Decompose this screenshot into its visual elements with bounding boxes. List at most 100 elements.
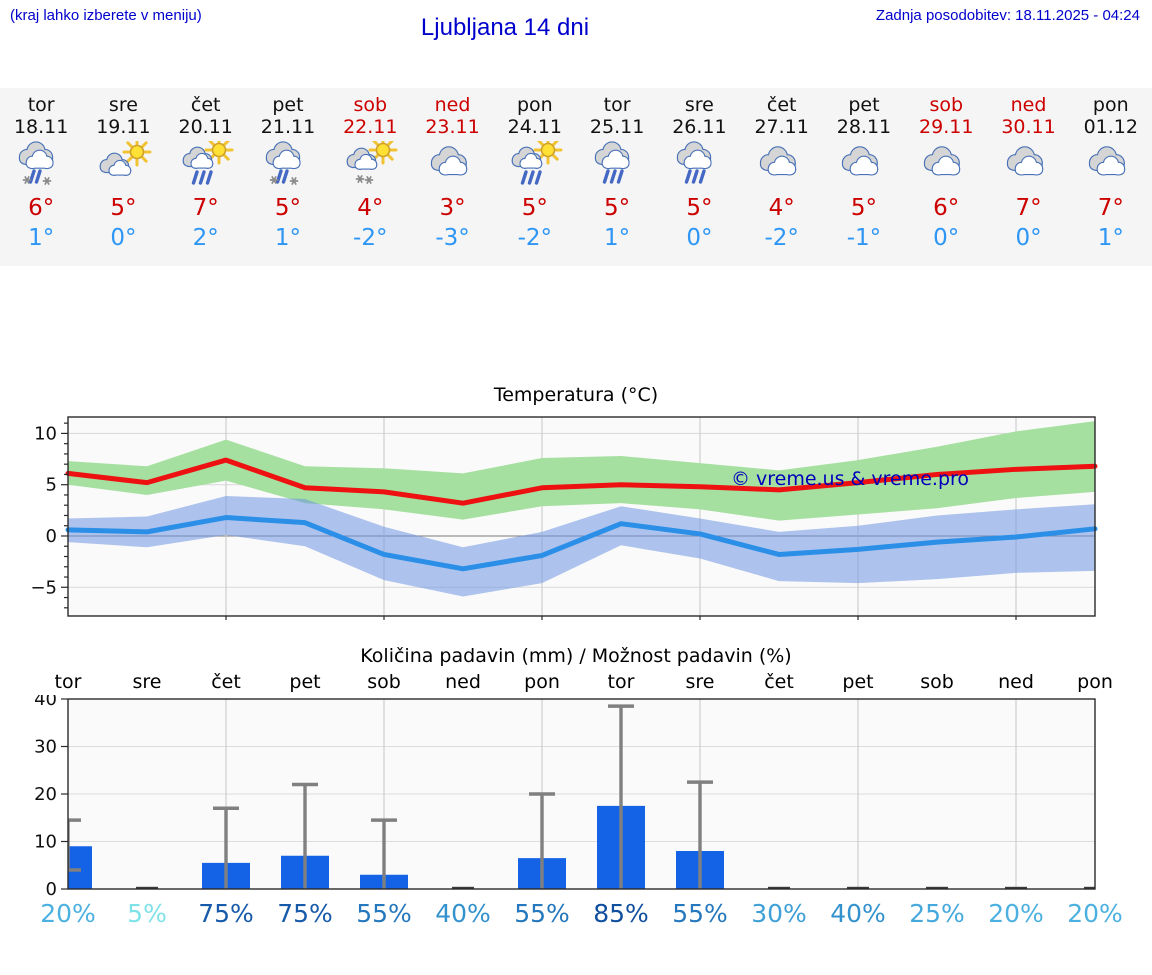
precip-bar-zero <box>1084 886 1095 889</box>
day-date: 25.11 <box>589 116 645 138</box>
precip-day-label: pon <box>1077 671 1113 693</box>
day-tmax: 5° <box>686 195 713 221</box>
day-tmin: -3° <box>435 225 470 251</box>
day-tmin: 0° <box>110 225 137 251</box>
day-date: 30.11 <box>1001 116 1056 138</box>
day-name: pet <box>272 94 304 116</box>
temp-chart-title: Temperatura (°C) <box>493 384 659 406</box>
precip-day-label: ned <box>445 671 481 693</box>
day-column: čet 20.11 7° 2° <box>165 88 247 266</box>
day-column: ned 30.11 7° 0° <box>987 88 1069 266</box>
day-tmin: 0° <box>686 225 713 251</box>
temp-chart: 10 5 0 −5 © vreme.us & vreme.pro <box>0 410 1152 626</box>
day-tmax: 4° <box>357 195 384 221</box>
day-tmin: 0° <box>1015 225 1042 251</box>
day-tmax: 7° <box>1015 195 1042 221</box>
day-name: ned <box>434 94 471 116</box>
snow-sun-icon <box>346 135 398 185</box>
day-tmin: 1° <box>28 225 55 251</box>
temp-ytick-label: 10 <box>34 423 57 444</box>
day-name: ned <box>1010 94 1047 116</box>
precip-probability: 25% <box>909 899 965 928</box>
day-column: tor 25.11 5° 1° <box>576 88 658 266</box>
day-column: sre 26.11 5° 0° <box>658 88 740 266</box>
precip-day-label: pet <box>842 671 874 693</box>
day-tmin: 1° <box>604 225 631 251</box>
precip-day-labels: tor sre čet pet sob ned pon tor sre čet pet sob ned p… <box>0 671 1152 697</box>
precip-chart-title: Količina padavin (mm) / Možnost padavin … <box>360 645 792 667</box>
day-tmin: -1° <box>846 225 882 251</box>
rain-sun-icon <box>511 135 563 185</box>
day-tmax: 5° <box>274 195 302 221</box>
day-tmin: 1° <box>274 225 302 251</box>
day-tmin: 0° <box>933 225 960 251</box>
day-column: sre 19.11 5° 0° <box>82 88 164 266</box>
day-tmax: 5° <box>110 195 137 221</box>
precip-day-label: čet <box>764 671 794 693</box>
precip-bar-zero <box>926 886 948 889</box>
page-title: Ljubljana 14 dni <box>420 14 590 41</box>
day-tmax: 7° <box>192 195 219 221</box>
precip-probability: 30% <box>751 899 807 928</box>
day-name: tor <box>27 94 55 116</box>
temp-ytick-label: −5 <box>30 577 57 598</box>
day-date: 20.11 <box>178 116 233 138</box>
day-date: 21.11 <box>260 116 316 138</box>
precip-day-label: pon <box>524 671 560 693</box>
precip-probability: 55% <box>672 899 728 928</box>
precip-probability: 75% <box>277 899 333 928</box>
precip-ytick-label: 30 <box>34 737 57 758</box>
cloudy-icon <box>1006 146 1043 176</box>
weather-icon <box>741 141 823 191</box>
day-date: 19.11 <box>96 116 151 138</box>
day-name: sre <box>108 94 138 116</box>
precip-day-label: pet <box>289 671 321 693</box>
precip-probability: 40% <box>435 899 491 928</box>
precip-day-label: sob <box>367 671 401 693</box>
day-date: 23.11 <box>425 116 480 138</box>
precip-ytick-label: 20 <box>34 784 57 805</box>
day-tmin: -2° <box>353 225 388 251</box>
precip-probability: 55% <box>514 899 570 928</box>
weather-icon <box>165 135 247 191</box>
day-name: sre <box>684 94 714 116</box>
day-name: pon <box>1092 94 1129 116</box>
weather-icon <box>658 141 740 191</box>
day-tmin: -2° <box>517 225 553 251</box>
day-date: 29.11 <box>919 116 974 138</box>
cloudy-icon <box>1088 146 1126 176</box>
day-tmax: 5° <box>604 195 631 221</box>
precip-probability: 20% <box>988 899 1044 928</box>
precip-day-label: tor <box>54 671 82 693</box>
precip-chart: 40 30 20 10 0 <box>0 689 1152 901</box>
day-name: sob <box>929 94 964 116</box>
day-column: tor 18.11 6° 1° <box>0 88 82 266</box>
day-tmax: 4° <box>768 195 795 221</box>
day-name: sob <box>353 94 388 116</box>
precip-day-label: čet <box>211 671 241 693</box>
day-tmax: 3° <box>439 195 466 221</box>
day-date: 26.11 <box>672 116 727 138</box>
precip-bar-zero <box>1005 886 1027 889</box>
day-column: ned 23.11 3° -3° <box>411 88 493 266</box>
rain-icon <box>594 141 630 184</box>
weather-icon <box>1070 141 1152 191</box>
location-hint: (kraj lahko izberete v meniju) <box>10 7 202 24</box>
precip-probability: 55% <box>356 899 412 928</box>
watermark: © vreme.us & vreme.pro <box>731 468 969 490</box>
precip-ytick-label: 0 <box>46 879 57 897</box>
cloudy-icon <box>430 146 467 176</box>
precip-bar-zero <box>136 886 158 889</box>
day-column: pet 21.11 5° 1° <box>247 88 329 266</box>
day-tmax: 6° <box>933 195 960 221</box>
rain-snow-icon <box>265 141 301 186</box>
precip-day-label: tor <box>607 671 635 693</box>
day-name: pon <box>516 94 553 116</box>
days-strip: tor 18.11 6° 1° sre 19.11 5° 0° čet 20.1… <box>0 88 1152 266</box>
day-date: 18.11 <box>13 116 69 138</box>
precip-probability: 85% <box>593 899 649 928</box>
weather-icon <box>576 141 658 191</box>
weather-icon <box>905 141 987 191</box>
precip-day-label: ned <box>998 671 1034 693</box>
